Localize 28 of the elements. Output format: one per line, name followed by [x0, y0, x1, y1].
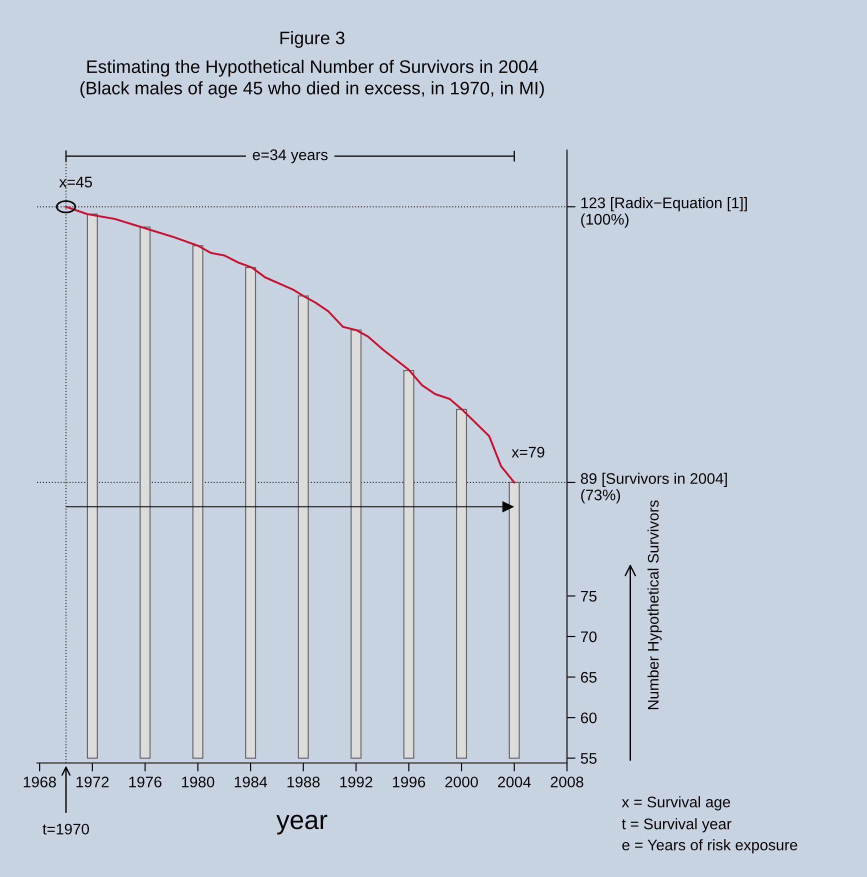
y-tick-label: 123 [Radix−Equation [1]] (100%)	[581, 197, 747, 228]
x-tick-label: 1988	[287, 776, 320, 788]
y-tick-label: 55	[580, 753, 597, 764]
x-tick-label: 1980	[182, 776, 214, 788]
text: x = Survival age	[622, 796, 730, 810]
annotation: x=79	[512, 446, 544, 458]
chart-title: Figure 3	[280, 31, 344, 48]
x-tick-label: 2000	[445, 776, 478, 788]
annotation: e=34 years	[252, 149, 328, 164]
x-tick-label: 1976	[129, 776, 162, 788]
x-tick-label: 2004	[498, 776, 531, 788]
y-tick-label: 60	[580, 712, 597, 724]
y-tick-label: 75	[580, 590, 597, 602]
x-tick-label: 1992	[340, 776, 372, 788]
x-tick-label: 1996	[392, 776, 426, 788]
y-tick-label: 70	[580, 631, 597, 642]
x-tick-label: 1984	[234, 776, 268, 788]
chart-subtitle: Estimating the Hypothetical Number of Survivors in 2004 (Black males of age 45 who died in excess, in 1970, in MI)	[80, 60, 544, 98]
x-tick-label: 1968	[24, 776, 56, 788]
x-tick-label: 2008	[550, 776, 584, 788]
text: e = Years of risk exposure	[622, 839, 798, 854]
text: t=1970	[42, 824, 89, 835]
y-tick-label: 65	[580, 672, 597, 683]
y-axis-title: Number Hypothetical Survivors	[647, 500, 662, 710]
text: t = Survival year	[622, 818, 732, 832]
x-axis-title: year	[276, 814, 328, 834]
x-tick-label: 1972	[76, 776, 109, 788]
annotation: x=45	[59, 176, 92, 188]
